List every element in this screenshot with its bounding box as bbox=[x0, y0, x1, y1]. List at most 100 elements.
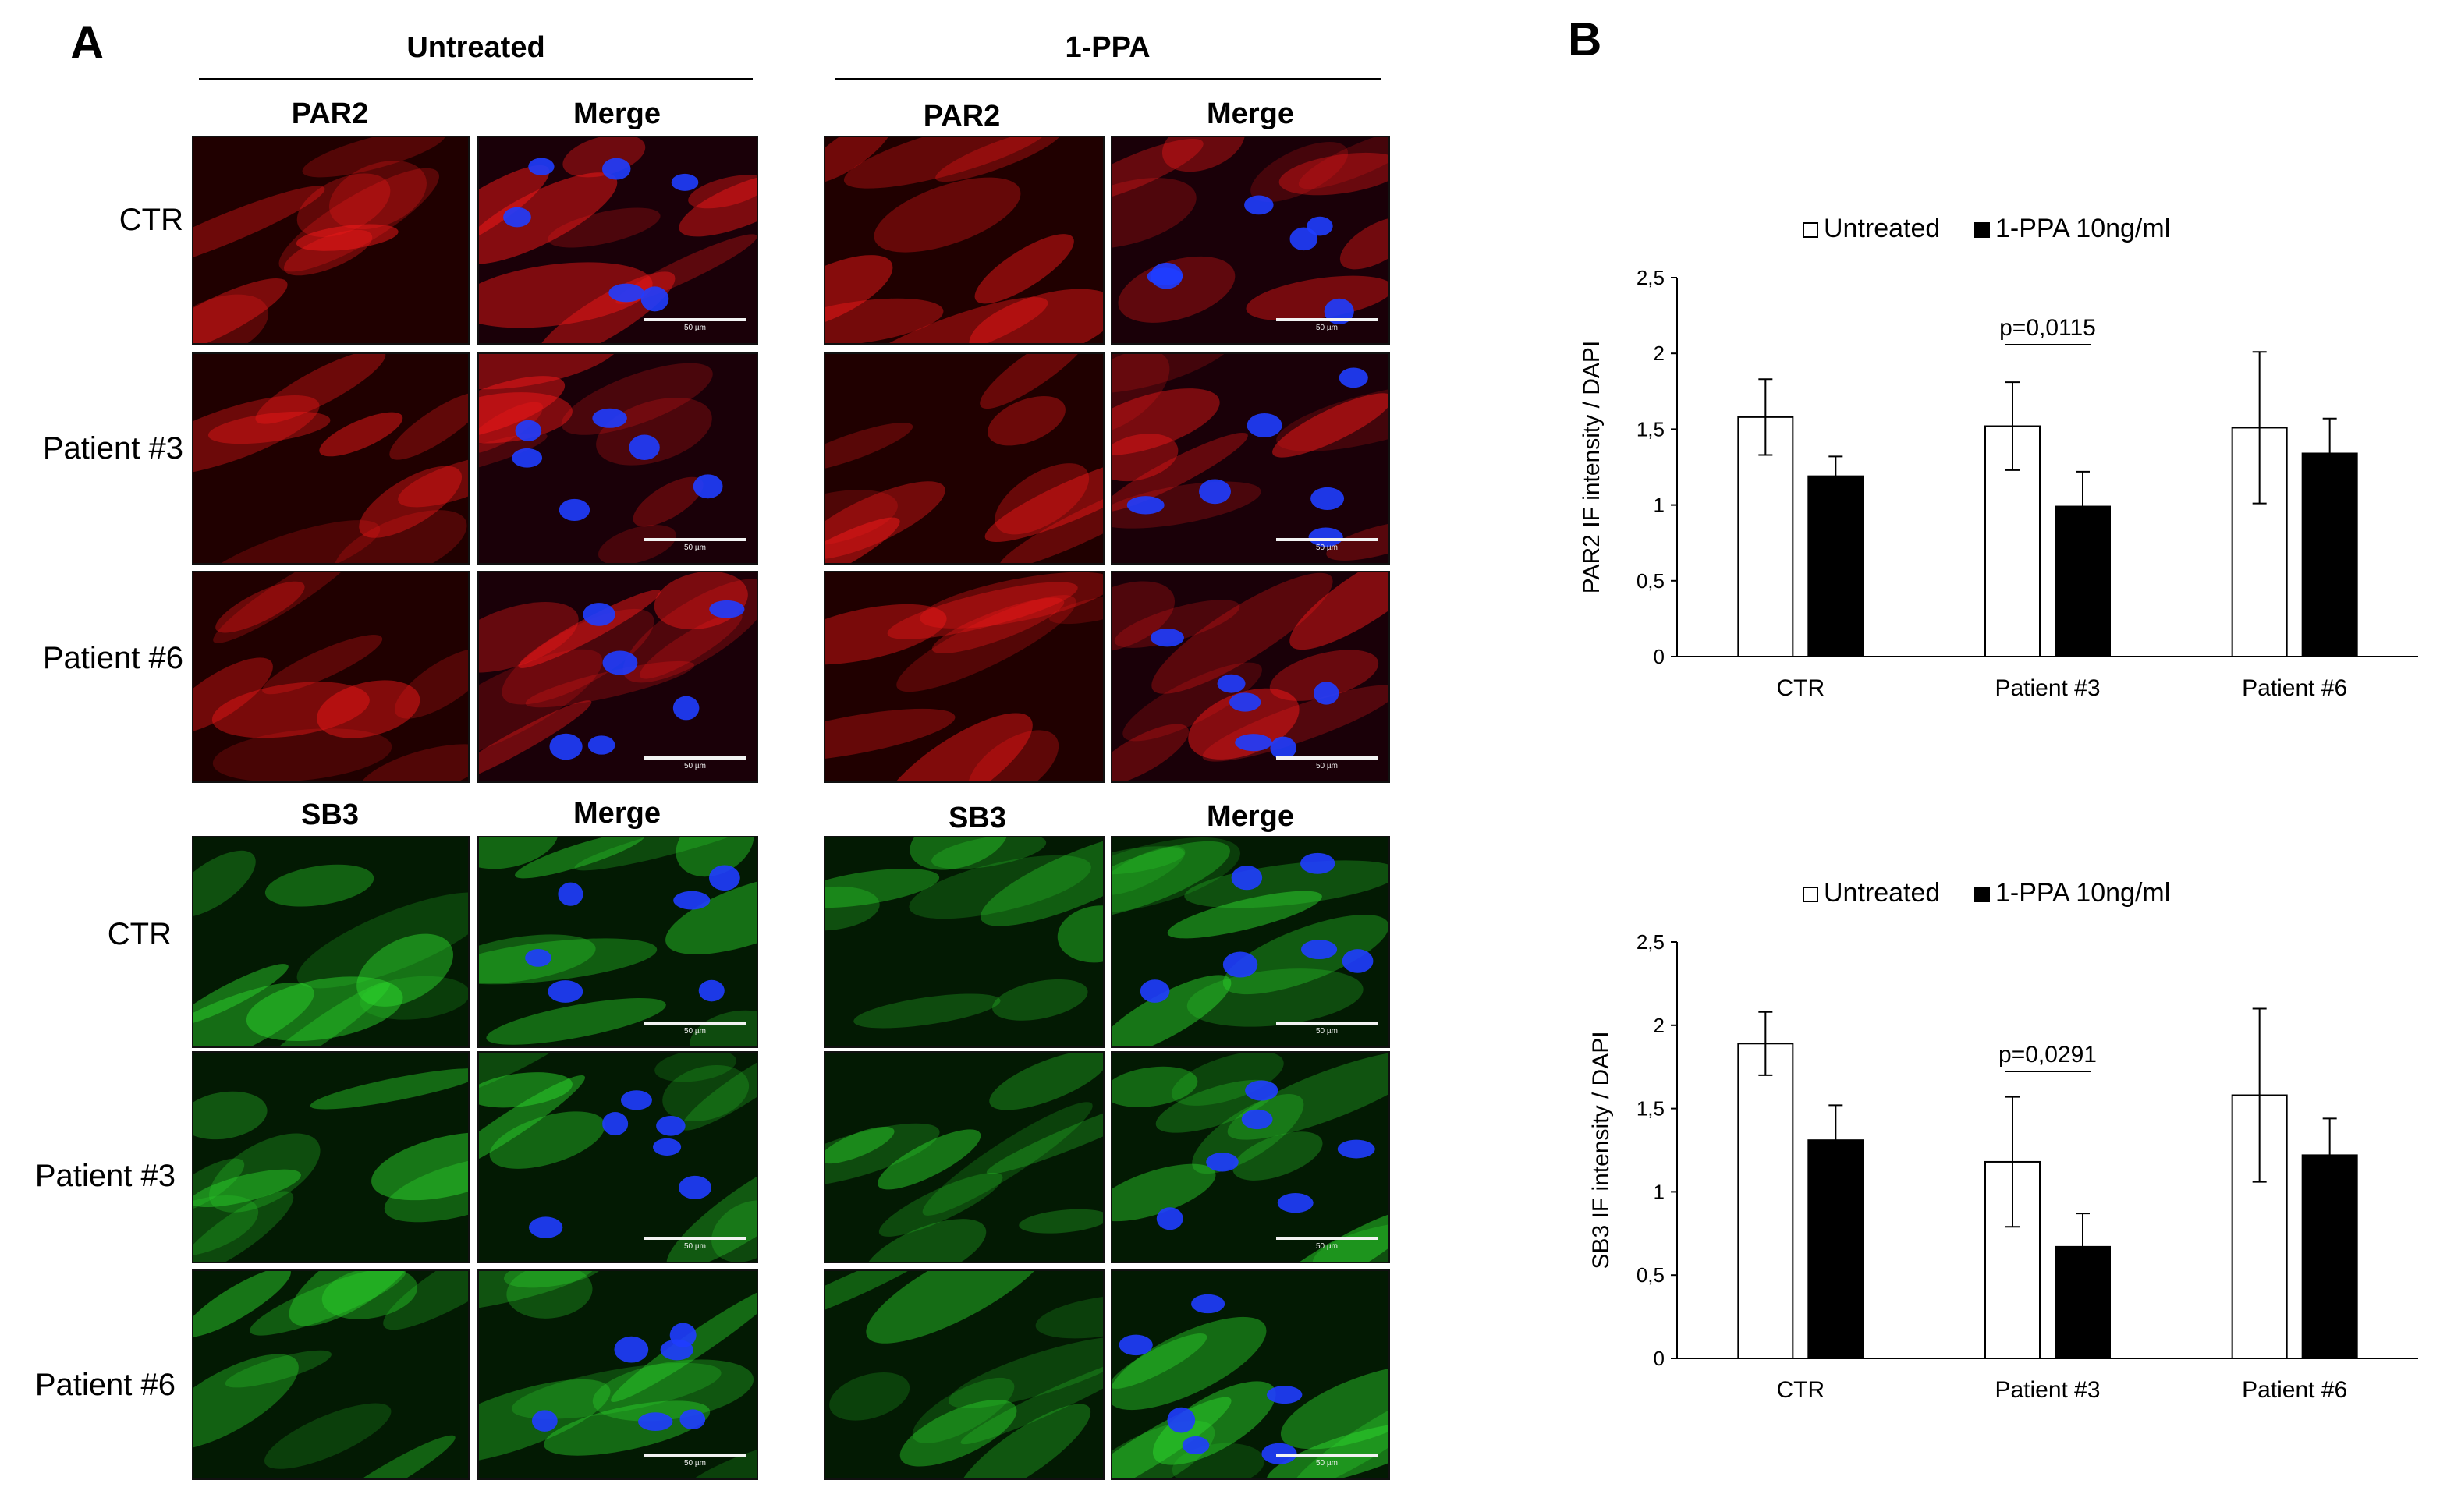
y-tick-label: 2,5 bbox=[1637, 266, 1665, 289]
scale-bar-line bbox=[1276, 756, 1378, 760]
y-tick-label: 2,5 bbox=[1637, 930, 1665, 954]
scale-bar-line bbox=[1276, 1237, 1378, 1240]
scale-bar-label: 50 µm bbox=[684, 544, 706, 552]
micrograph-sb3-patient6-treated-merge: 50 µm bbox=[1111, 1269, 1390, 1480]
micrograph-sb3-patient6-treated-single bbox=[824, 1269, 1105, 1480]
p-value-label: p=0,0291 bbox=[1998, 1042, 2097, 1068]
y-tick-label: 2 bbox=[1654, 1014, 1665, 1037]
group-rule-1ppa bbox=[835, 78, 1381, 80]
legend-label-0: Untreated bbox=[1824, 214, 1940, 243]
col-head-merge-untreated: Merge bbox=[573, 97, 661, 130]
y-tick-label: 1 bbox=[1654, 494, 1665, 517]
micrograph-sb3-patient3-untreated-single bbox=[192, 1051, 470, 1263]
scale-bar: 50 µm bbox=[644, 1454, 746, 1468]
micrograph-par2-patient6-untreated-merge: 50 µm bbox=[477, 571, 758, 783]
micrograph-sb3-patient3-treated-single bbox=[824, 1051, 1105, 1263]
chart-sb3-svg: Untreated 1-PPA 10ng/ml 0 0,5 1 1,5 2 2,5 SB3 IF… bbox=[1588, 878, 2418, 1403]
group-title-untreated: Untreated bbox=[406, 31, 545, 64]
micrograph-sb3-ctr-untreated-merge: 50 µm bbox=[477, 836, 758, 1048]
scale-bar-label: 50 µm bbox=[684, 324, 706, 332]
panel-a-letter: A bbox=[70, 16, 105, 69]
bar-untreated-0 bbox=[1737, 416, 1794, 657]
micrograph-sb3-patient6-untreated-merge: 50 µm bbox=[477, 1269, 758, 1480]
scale-bar: 50 µm bbox=[1276, 538, 1378, 552]
scale-bar-label: 50 µm bbox=[684, 1459, 706, 1468]
micrograph-par2-ctr-treated-merge: 50 µm bbox=[1111, 136, 1390, 345]
panel-b-letter: B bbox=[1568, 13, 1602, 66]
y-axis-label: PAR2 IF intensity / DAPI bbox=[1579, 341, 1605, 594]
category-label-0: CTR bbox=[1777, 1377, 1825, 1403]
chart-sb3: Untreated 1-PPA 10ng/ml 0 0,5 1 1,5 2 2,5 SB3 IF… bbox=[1568, 873, 2442, 1419]
row-label-par2-patient3: Patient #3 bbox=[42, 431, 183, 466]
category-label-1: Patient #3 bbox=[1995, 675, 2100, 701]
micrograph-par2-patient3-untreated-single bbox=[192, 352, 470, 565]
scale-bar-label: 50 µm bbox=[684, 1027, 706, 1036]
scale-bar: 50 µm bbox=[1276, 318, 1378, 332]
group-rule-untreated bbox=[199, 78, 753, 80]
legend-swatch-1 bbox=[1974, 887, 1990, 902]
col-head-sb3-untreated: SB3 bbox=[301, 798, 359, 831]
y-tick-label: 1,5 bbox=[1637, 1097, 1665, 1121]
col-head-sb3-1ppa: SB3 bbox=[949, 802, 1006, 834]
micrograph-sb3-patient3-untreated-merge: 50 µm bbox=[477, 1051, 758, 1263]
bar-treated-0 bbox=[1807, 475, 1864, 657]
legend-label-0: Untreated bbox=[1824, 878, 1940, 908]
col-head-merge2-untreated: Merge bbox=[573, 797, 661, 830]
row-label-sb3-patient3: Patient #3 bbox=[34, 1159, 176, 1193]
y-tick-label: 2 bbox=[1654, 342, 1665, 365]
micrograph-par2-patient3-treated-single bbox=[824, 352, 1105, 565]
scale-bar-line bbox=[1276, 1454, 1378, 1457]
p-value-label: p=0,0115 bbox=[1999, 315, 2096, 341]
micrograph-par2-ctr-untreated-merge: 50 µm bbox=[477, 136, 758, 345]
scale-bar-label: 50 µm bbox=[684, 762, 706, 770]
scale-bar-label: 50 µm bbox=[684, 1242, 706, 1251]
col-head-merge-1ppa: Merge bbox=[1207, 97, 1294, 130]
legend-swatch-0 bbox=[1803, 887, 1818, 902]
scale-bar-line bbox=[644, 1022, 746, 1025]
row-label-par2-ctr: CTR bbox=[119, 203, 183, 237]
scale-bar-line bbox=[1276, 538, 1378, 541]
legend-label-1: 1-PPA 10ng/ml bbox=[1995, 878, 2170, 908]
scale-bar-line bbox=[644, 756, 746, 760]
scale-bar-label: 50 µm bbox=[1316, 1459, 1338, 1468]
row-label-sb3-patient6: Patient #6 bbox=[34, 1368, 176, 1402]
chart-par2-svg: Untreated 1-PPA 10ng/ml 0 0,5 1 1,5 2 2,5 PAR2 I… bbox=[1579, 214, 2418, 701]
y-tick-label: 1 bbox=[1654, 1180, 1665, 1203]
scale-bar: 50 µm bbox=[644, 1022, 746, 1036]
y-tick-label: 1,5 bbox=[1637, 417, 1665, 441]
micrograph-par2-ctr-treated-single bbox=[824, 136, 1105, 345]
scale-bar-line bbox=[644, 318, 746, 321]
scale-bar: 50 µm bbox=[1276, 1237, 1378, 1251]
scale-bar-label: 50 µm bbox=[1316, 762, 1338, 770]
bar-treated-0 bbox=[1807, 1139, 1864, 1359]
micrograph-sb3-ctr-treated-merge: 50 µm bbox=[1111, 836, 1390, 1048]
scale-bar: 50 µm bbox=[644, 756, 746, 770]
micrograph-par2-patient6-treated-single bbox=[824, 571, 1105, 783]
legend-swatch-1 bbox=[1974, 222, 1990, 238]
micrograph-par2-patient3-untreated-merge: 50 µm bbox=[477, 352, 758, 565]
bar-untreated-0 bbox=[1737, 1043, 1794, 1360]
scale-bar-line bbox=[644, 538, 746, 541]
scale-bar-line bbox=[1276, 1022, 1378, 1025]
col-head-merge2-1ppa: Merge bbox=[1207, 800, 1294, 833]
col-head-par2-1ppa: PAR2 bbox=[923, 100, 1001, 133]
scale-bar: 50 µm bbox=[644, 318, 746, 332]
scale-bar-line bbox=[644, 1454, 746, 1457]
legend-swatch-0 bbox=[1803, 222, 1818, 238]
col-head-par2-untreated: PAR2 bbox=[291, 97, 369, 130]
scale-bar-label: 50 µm bbox=[1316, 544, 1338, 552]
micrograph-sb3-patient3-treated-merge: 50 µm bbox=[1111, 1051, 1390, 1263]
y-tick-label: 0 bbox=[1654, 645, 1665, 668]
scale-bar: 50 µm bbox=[644, 538, 746, 552]
y-tick-label: 0 bbox=[1654, 1347, 1665, 1370]
micrograph-sb3-ctr-untreated-single bbox=[192, 836, 470, 1048]
row-label-sb3-ctr: CTR bbox=[107, 917, 172, 951]
scale-bar-line bbox=[644, 1237, 746, 1240]
scale-bar-label: 50 µm bbox=[1316, 1242, 1338, 1251]
y-axis-label: SB3 IF intensity / DAPI bbox=[1588, 1031, 1614, 1269]
micrograph-par2-ctr-untreated-single bbox=[192, 136, 470, 345]
chart-par2: Untreated 1-PPA 10ng/ml 0 0,5 1 1,5 2 2,5 PAR2 I… bbox=[1568, 203, 2442, 717]
category-label-2: Patient #6 bbox=[2242, 675, 2347, 701]
micrograph-par2-patient6-treated-merge: 50 µm bbox=[1111, 571, 1390, 783]
category-label-0: CTR bbox=[1777, 675, 1825, 701]
